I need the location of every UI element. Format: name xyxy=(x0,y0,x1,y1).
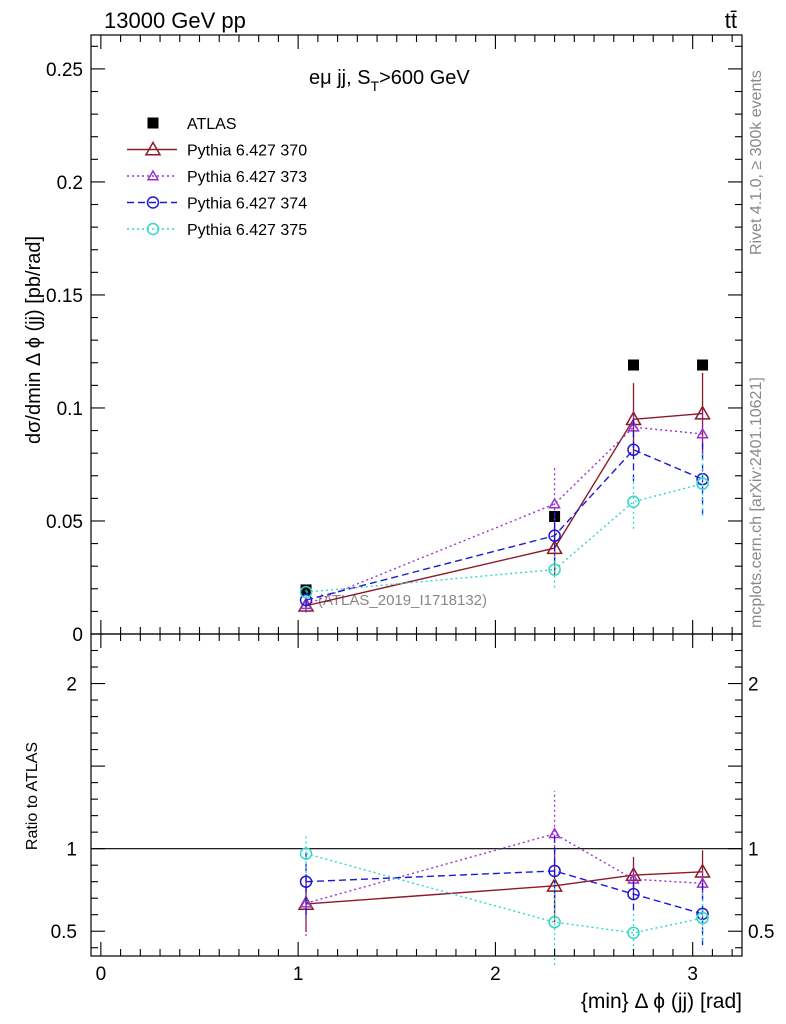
ratio-data-point xyxy=(548,864,561,878)
legend-item-pythia-6-427-373: Pythia 6.427 373 xyxy=(127,169,307,186)
ratio-series-line xyxy=(305,852,703,934)
ratio-data-point xyxy=(627,926,640,940)
legend-label: ATLAS xyxy=(187,116,237,133)
main-series-pythia-6-427-375 xyxy=(299,452,709,599)
main-series-pythia-6-427-373 xyxy=(299,406,709,612)
main-series-line xyxy=(305,426,703,606)
ratio-y-tick-label-right: 1 xyxy=(748,840,759,861)
main-y-tick-label: 0.25 xyxy=(46,60,83,81)
legend-marker xyxy=(146,196,160,209)
main-data-point xyxy=(696,427,709,439)
legend-label: Pythia 6.427 374 xyxy=(187,196,307,213)
ratio-series-pythia-6-427-375 xyxy=(299,833,709,966)
ratio-data-point xyxy=(696,911,709,925)
main-series-line xyxy=(305,448,703,601)
main-y-axis-label: dσ/dmin Δ ϕ (jj) [pb/rad] xyxy=(23,236,45,444)
main-data-point xyxy=(696,477,709,490)
legend-marker xyxy=(146,169,160,181)
main-data-point xyxy=(548,497,561,509)
main-watermark: (ATLAS_2019_I1718132) xyxy=(318,592,487,609)
legend-label: Pythia 6.427 375 xyxy=(187,222,307,239)
ratio-y-tick-label-right: 2 xyxy=(748,675,759,696)
ratio-series-pythia-6-427-370 xyxy=(297,849,711,933)
main-series-line xyxy=(305,412,703,607)
main-data-point xyxy=(548,529,561,542)
ratio-data-point xyxy=(299,847,313,860)
main-y-tick-label: 0.05 xyxy=(46,512,83,533)
legend-label: Pythia 6.427 373 xyxy=(187,169,307,186)
ratio-y-tick-label-left: 1 xyxy=(66,840,77,861)
main-data-point xyxy=(627,495,640,509)
main-y-tick-label: 0 xyxy=(72,625,83,646)
main-data-point xyxy=(627,443,640,457)
mcplots-label: mcplots.cern.ch [arXiv:2401.10621] xyxy=(748,377,765,628)
main-series-pythia-6-427-374 xyxy=(299,418,709,607)
x-axis-label: {min} Δ ϕ (jj) [rad] xyxy=(581,990,742,1013)
main-data-point xyxy=(546,539,563,555)
ratio-data-point xyxy=(299,875,313,888)
ratio-series-line xyxy=(305,833,703,904)
ratio-y-axis-label: Ratio to ATLAS xyxy=(24,742,41,850)
main-data-point xyxy=(299,598,313,610)
legend-marker xyxy=(144,140,162,156)
main-series-line xyxy=(305,483,703,593)
legend-marker xyxy=(146,222,160,236)
ratio-series-line xyxy=(305,870,703,915)
ratio-y-tick-label-left: 2 xyxy=(66,675,77,696)
header-right: tt̄ xyxy=(725,8,737,33)
legend-item-pythia-6-427-374: Pythia 6.427 374 xyxy=(127,196,307,213)
ratio-plot-panel: 0.5 0.5 1 1 2 2 0 1 2 3 Ratio to ATLAS {min} Δ ϕ … xyxy=(24,633,774,1013)
main-data-point xyxy=(548,563,561,576)
main-data-point xyxy=(628,359,639,371)
ratio-data-point xyxy=(548,915,561,929)
main-data-point xyxy=(694,405,711,420)
main-plot-title: eμ jj, ST>600 GeV xyxy=(309,67,470,94)
ratio-y-tick-label-left: 0.5 xyxy=(51,922,77,943)
main-y-tick-label: 0.1 xyxy=(57,399,83,420)
main-y-tick-label: 0.2 xyxy=(57,173,83,194)
header-left: 13000 GeV pp xyxy=(104,8,246,33)
ratio-y-tick-label-right: 0.5 xyxy=(748,922,774,943)
ratio-plot-frame xyxy=(90,633,743,957)
main-data-point xyxy=(299,593,313,607)
main-data-point xyxy=(299,585,313,599)
ratio-data-point xyxy=(625,866,642,882)
legend-marker xyxy=(147,117,159,129)
ratio-data-point xyxy=(299,896,313,908)
legend-label: Pythia 6.427 370 xyxy=(187,143,307,160)
main-plot-panel: (ATLAS_2019_I1718132) 0 0.05 0.1 0.15 0.2 0.2… xyxy=(23,34,743,646)
legend: ATLAS Pythia 6.427 370 Pythia 6.427 373 Pyt… xyxy=(127,116,307,239)
legend-item-pythia-6-427-370: Pythia 6.427 370 xyxy=(127,140,307,160)
rivet-version-label: Rivet 4.1.0, ≥ 300k events xyxy=(748,70,765,255)
main-series-pythia-6-427-370 xyxy=(297,372,711,613)
x-tick-label: 3 xyxy=(687,964,698,985)
main-y-tick-label: 0.15 xyxy=(46,286,83,307)
legend-item-atlas: ATLAS xyxy=(147,116,237,133)
x-tick-label: 1 xyxy=(293,964,304,985)
x-tick-label: 0 xyxy=(96,964,107,985)
ratio-series-pythia-6-427-373 xyxy=(299,790,709,937)
ratio-data-point xyxy=(627,887,640,901)
ratio-series-line xyxy=(305,871,703,905)
main-data-point xyxy=(697,359,709,371)
x-tick-label: 2 xyxy=(490,964,501,985)
legend-item-pythia-6-427-375: Pythia 6.427 375 xyxy=(127,222,307,239)
